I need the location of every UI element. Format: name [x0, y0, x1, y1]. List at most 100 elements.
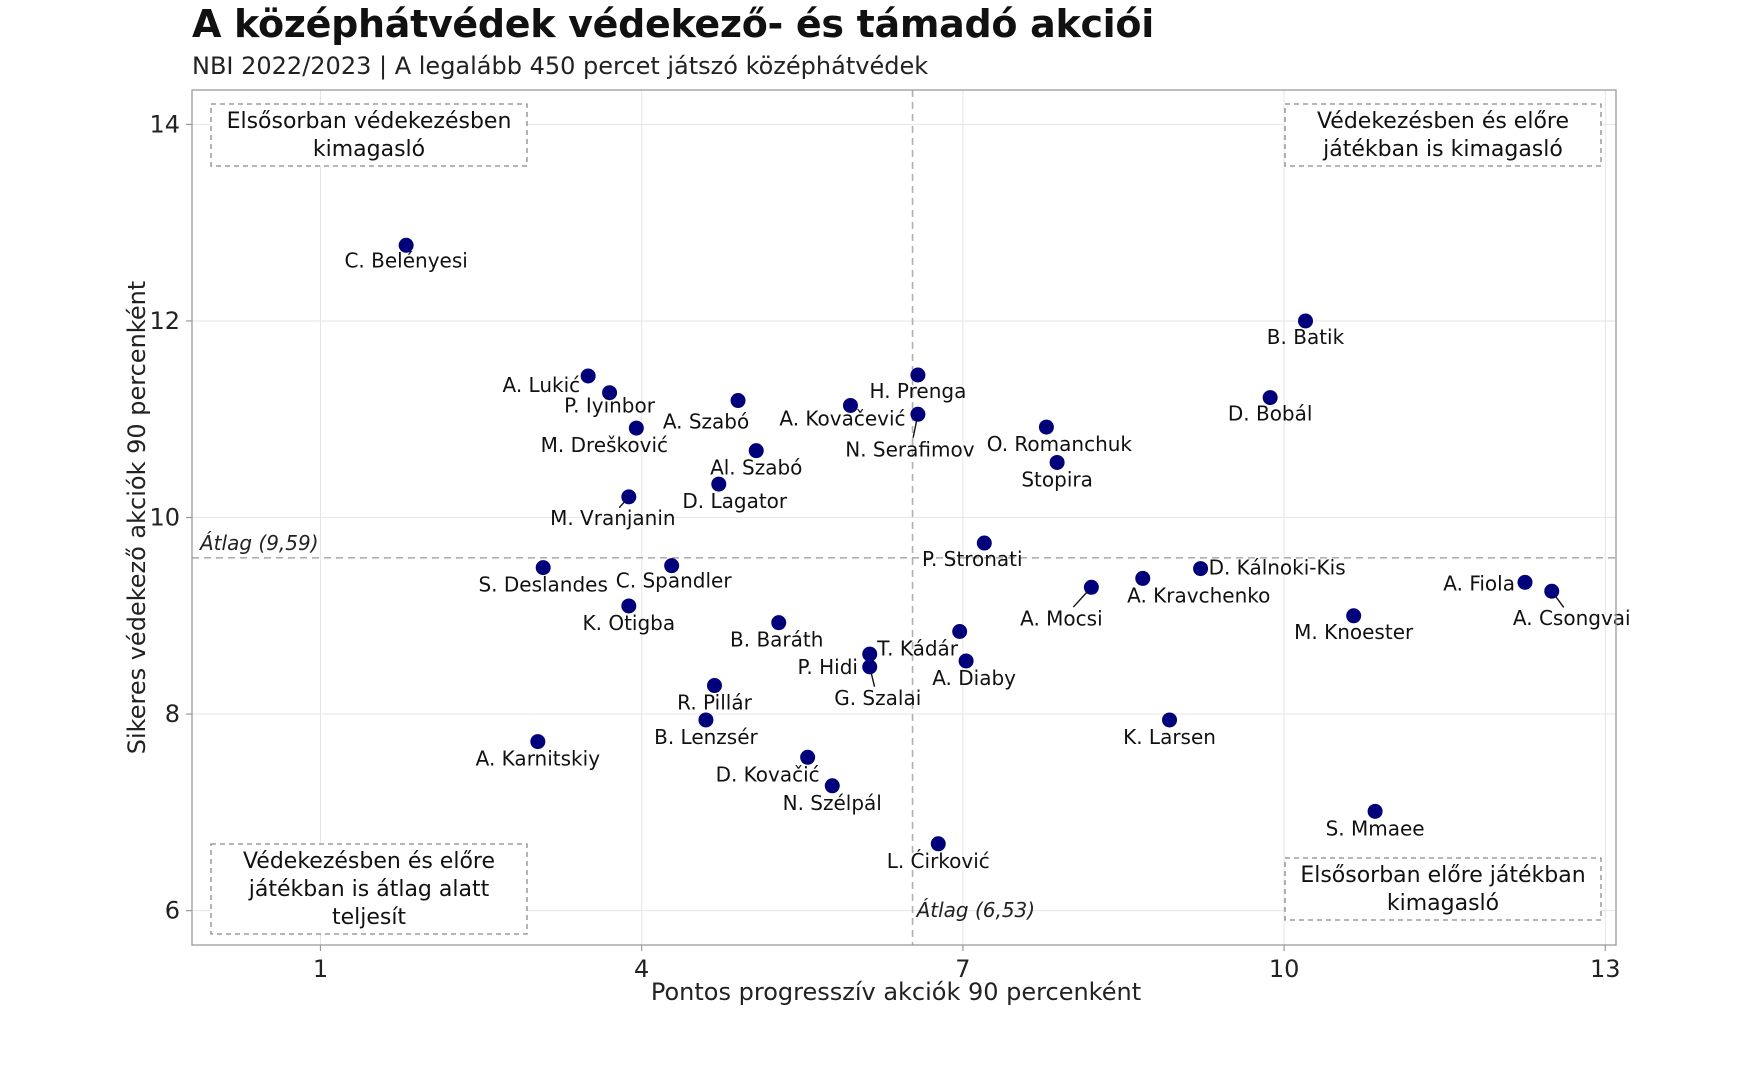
point-label: B. Baráth — [730, 628, 823, 652]
point-label: H. Prenga — [870, 379, 967, 403]
point-label: K. Otigba — [583, 611, 676, 635]
average-y-label: Átlag (9,59) — [198, 531, 319, 555]
chart-title: A középhátvédek védekező- és támadó akci… — [192, 2, 1154, 46]
data-point — [958, 653, 974, 669]
quadrant-label-line: teljesít — [332, 905, 406, 930]
data-point — [952, 624, 968, 639]
data-point — [862, 659, 878, 675]
data-point — [1135, 570, 1151, 586]
data-point — [628, 420, 644, 436]
point-label: O. Romanchuk — [987, 432, 1133, 456]
data-point — [530, 734, 546, 750]
point-label: A. Mocsi — [1020, 606, 1103, 630]
data-point — [862, 646, 878, 662]
data-point — [910, 406, 926, 422]
data-point — [1083, 579, 1099, 595]
y-tick-label: 12 — [149, 307, 180, 335]
data-point — [1367, 803, 1383, 819]
point-label: L. Ćirković — [887, 849, 990, 873]
point-label: R. Pillár — [677, 691, 752, 715]
y-tick-label: 14 — [149, 110, 180, 138]
quadrant-label-line: játékban is kimagasló — [1322, 137, 1563, 162]
data-point — [398, 237, 414, 253]
data-point — [580, 368, 596, 384]
data-point — [1162, 712, 1178, 728]
point-label: A. Diaby — [932, 666, 1016, 690]
data-point — [1544, 583, 1560, 599]
average-lines: Átlag (6,53) Átlag (9,59) — [192, 90, 1616, 945]
quadrant-label-line: Védekezésben és előre — [243, 849, 495, 874]
point-label: C. Belényesi — [344, 248, 467, 272]
quadrant-label-line: Elsősorban védekezésben — [227, 109, 512, 134]
point-label: A. Szabó — [663, 410, 749, 434]
quadrant-box-bottom-right — [1284, 857, 1602, 921]
point-label: A. Kovačević — [779, 406, 905, 430]
quadrant-labels: Elsősorban védekezésben kimagasló Védekezé… — [210, 103, 1602, 935]
point-label: M. Drešković — [541, 433, 668, 457]
x-tick-label: 7 — [955, 955, 970, 983]
point-label: K. Larsen — [1123, 725, 1216, 749]
point-label: A. Csongvai — [1513, 606, 1631, 630]
data-point — [1038, 419, 1054, 435]
quadrant-label-line: játékban is átlag alatt — [248, 877, 490, 902]
data-point — [621, 489, 637, 505]
point-label: A. Kravchenko — [1127, 583, 1270, 607]
point-label: P. Iyinbor — [564, 394, 656, 418]
point-label: A. Karnitskiy — [476, 747, 601, 771]
point-label: A. Lukić — [502, 373, 580, 397]
x-tick-label: 10 — [1269, 955, 1300, 983]
data-point — [771, 615, 787, 631]
point-label: T. Kádár — [876, 637, 959, 661]
point-label: P. Hidi — [797, 655, 858, 679]
data-point — [1049, 454, 1065, 470]
data-point — [1346, 608, 1362, 624]
quadrant-label-line: kimagasló — [1387, 891, 1499, 916]
point-label: P. Stronati — [922, 547, 1023, 571]
x-tick-label: 13 — [1590, 955, 1621, 983]
y-tick-label: 8 — [165, 700, 180, 728]
point-label: D. Lagator — [682, 489, 788, 513]
data-point — [535, 560, 551, 576]
point-label: B. Lenzsér — [654, 725, 758, 749]
data-point — [930, 836, 946, 852]
data-point — [824, 778, 840, 794]
data-point — [1517, 574, 1533, 590]
quadrant-label-line: Elsősorban előre játékban — [1300, 863, 1585, 888]
y-axis-label: Sikeres védekező akciók 90 percenként — [123, 281, 151, 754]
point-label: B. Batik — [1267, 325, 1345, 349]
point-label: Al. Szabó — [710, 456, 802, 480]
point-label: N. Szélpál — [783, 791, 882, 815]
data-point — [976, 535, 992, 551]
quadrant-box-top-left — [210, 103, 528, 167]
x-axis-label: Pontos progresszív akciók 90 percenként — [651, 978, 1141, 1006]
point-label: D. Bobál — [1228, 402, 1313, 426]
data-point — [910, 367, 926, 383]
point-label: N. Serafimov — [845, 437, 974, 461]
quadrant-label-line: Védekezésben és előre — [1317, 109, 1569, 134]
point-label: S. Mmaee — [1326, 816, 1425, 840]
point-label: D. Kovačić — [716, 762, 820, 786]
quadrant-box-bottom-left — [210, 843, 528, 935]
data-point — [1193, 561, 1209, 577]
x-tick-label: 4 — [634, 955, 649, 983]
data-point — [748, 443, 764, 459]
data-point — [706, 678, 722, 694]
data-point — [664, 558, 680, 574]
data-point — [711, 476, 727, 492]
data-point — [602, 385, 618, 401]
data-point — [698, 712, 714, 728]
point-label: Stopira — [1021, 467, 1093, 491]
point-label: M. Knoester — [1294, 620, 1414, 644]
x-tick-label: 1 — [313, 955, 328, 983]
data-point — [730, 393, 746, 409]
point-label: G. Szalai — [834, 686, 921, 710]
data-point — [800, 749, 816, 765]
y-tick-label: 10 — [149, 504, 180, 532]
point-label: D. Kálnoki-Kis — [1209, 556, 1346, 580]
quadrant-label-line: kimagasló — [313, 137, 425, 162]
y-tick-label: 6 — [165, 897, 180, 925]
data-point — [621, 598, 637, 614]
